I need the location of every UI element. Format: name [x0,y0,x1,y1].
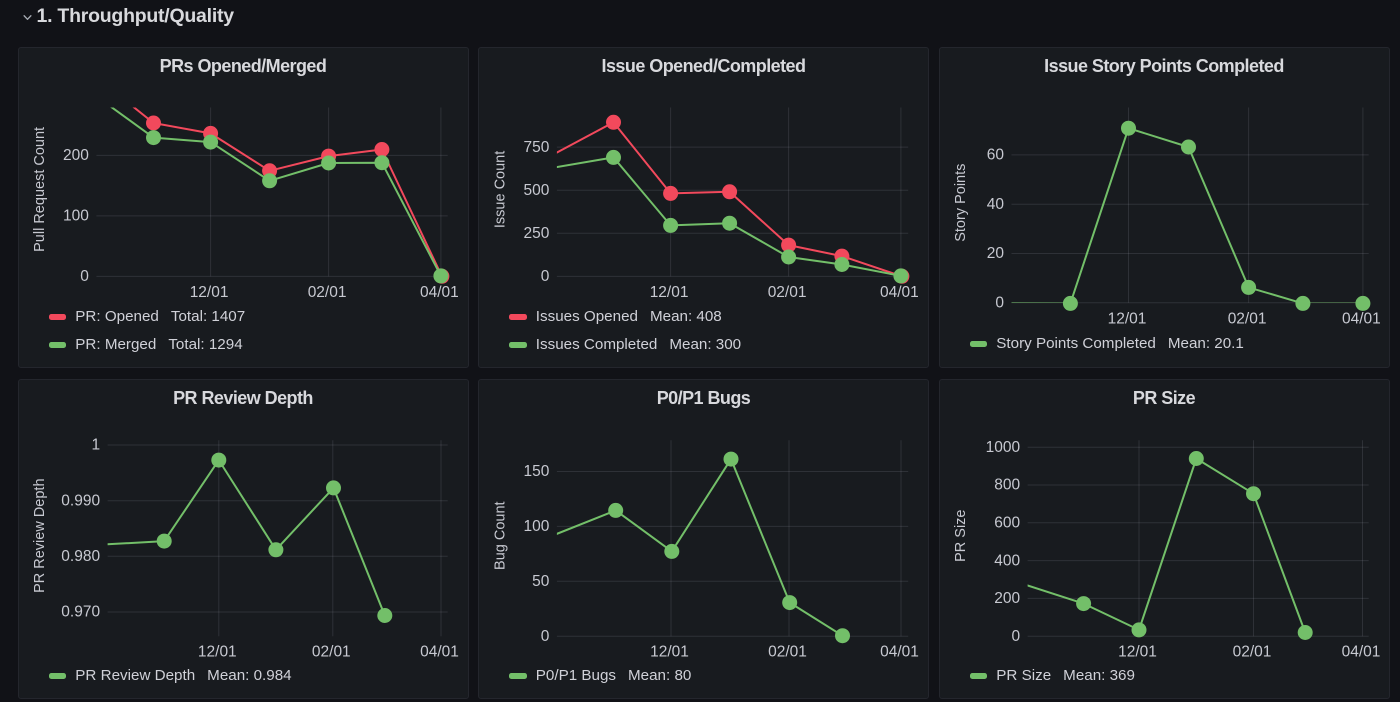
svg-text:150: 150 [524,463,550,480]
svg-text:750: 750 [524,139,550,156]
svg-text:12/01: 12/01 [650,643,689,660]
svg-text:12/01: 12/01 [650,284,689,301]
svg-text:500: 500 [524,182,550,199]
svg-text:200: 200 [994,590,1020,607]
svg-text:04/01: 04/01 [880,284,919,301]
svg-text:12/01: 12/01 [1118,643,1157,660]
svg-text:Bug Count: Bug Count [493,501,509,570]
svg-text:100: 100 [524,518,550,535]
svg-text:600: 600 [994,515,1020,532]
svg-text:02/01: 02/01 [768,643,807,660]
svg-text:04/01: 04/01 [1342,311,1381,328]
svg-text:PR Size: PR Size [953,510,969,562]
svg-text:1: 1 [91,437,100,454]
svg-text:0: 0 [80,268,89,285]
svg-text:04/01: 04/01 [1342,643,1381,660]
svg-text:12/01: 12/01 [190,284,229,301]
svg-text:04/01: 04/01 [880,643,919,660]
svg-text:PR Review Depth: PR Review Depth [32,478,48,592]
svg-text:0: 0 [995,295,1004,312]
svg-text:400: 400 [994,552,1020,569]
svg-text:02/01: 02/01 [1228,311,1267,328]
svg-text:02/01: 02/01 [1233,643,1272,660]
svg-text:800: 800 [994,477,1020,494]
svg-text:12/01: 12/01 [1108,311,1147,328]
svg-text:04/01: 04/01 [420,643,459,660]
svg-text:200: 200 [63,147,89,164]
svg-text:12/01: 12/01 [198,643,237,660]
svg-text:250: 250 [524,225,550,242]
svg-text:0.990: 0.990 [61,492,100,509]
svg-text:02/01: 02/01 [308,284,347,301]
svg-text:100: 100 [63,208,89,225]
svg-text:0: 0 [541,628,550,645]
svg-text:50: 50 [532,573,550,590]
svg-text:60: 60 [987,147,1005,164]
svg-text:Story Points: Story Points [953,164,969,242]
svg-text:04/01: 04/01 [420,284,459,301]
svg-text:20: 20 [987,245,1005,262]
svg-text:0.970: 0.970 [61,604,100,621]
svg-text:0: 0 [1011,628,1020,645]
svg-text:0: 0 [541,268,550,285]
svg-text:02/01: 02/01 [768,284,807,301]
svg-text:0.980: 0.980 [61,548,100,565]
svg-text:02/01: 02/01 [312,643,351,660]
svg-text:40: 40 [987,196,1005,213]
svg-text:Pull Request Count: Pull Request Count [32,127,48,252]
svg-text:Issue Count: Issue Count [493,151,509,228]
svg-text:1000: 1000 [986,439,1021,456]
